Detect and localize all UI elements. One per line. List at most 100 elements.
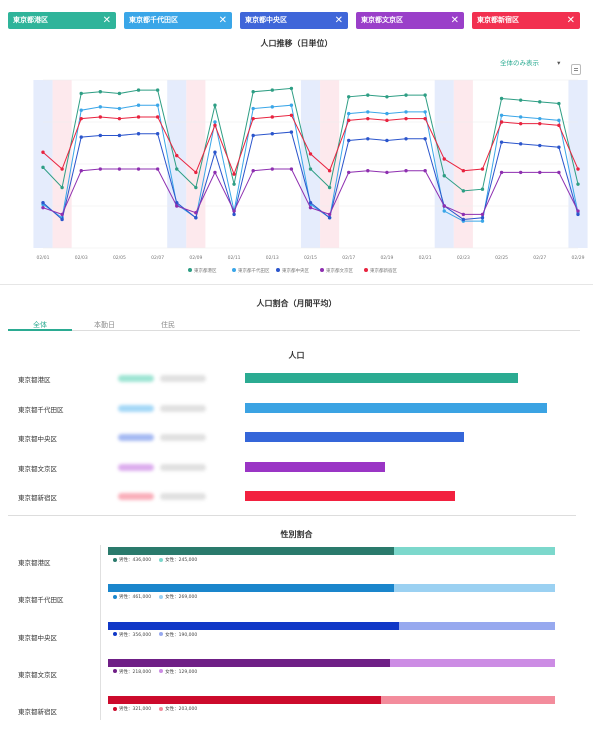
male-bar-segment: [108, 621, 399, 630]
blurred-value: [160, 434, 206, 441]
male-bar-segment: [108, 584, 395, 593]
close-icon[interactable]: ✕: [450, 15, 459, 26]
data-point: [538, 143, 542, 148]
close-icon[interactable]: ✕: [102, 15, 111, 26]
data-point: [155, 88, 160, 92]
data-point: [98, 105, 103, 109]
data-point: [576, 182, 580, 186]
data-point: [79, 116, 83, 121]
gender-row-label: 東京都新宿区: [18, 708, 57, 717]
data-point: [175, 204, 179, 208]
data-point: [194, 185, 198, 190]
data-point: [557, 170, 561, 175]
close-icon[interactable]: ✕: [566, 15, 575, 26]
trend-chart-title: 人口推移（日単位）: [260, 39, 333, 48]
clipboard-icon[interactable]: [571, 64, 581, 75]
data-point: [136, 88, 141, 92]
close-icon[interactable]: ✕: [334, 15, 343, 26]
population-bar: [245, 432, 465, 442]
divider: [8, 515, 576, 516]
tag-chip[interactable]: 東京都千代田区 ✕: [124, 12, 232, 29]
data-point: [557, 118, 561, 123]
data-point: [423, 169, 427, 173]
data-point: [117, 91, 122, 96]
blurred-value: [118, 463, 154, 471]
legend-marker: [320, 268, 324, 272]
data-point: [308, 205, 313, 210]
ratio-title: 人口割合（月間平均）: [256, 299, 337, 308]
blurred-value: [160, 493, 206, 500]
data-point: [461, 212, 466, 217]
female-count: 女性：129,000: [165, 669, 198, 675]
legend-marker: [364, 268, 368, 272]
data-point: [327, 169, 332, 173]
data-point: [213, 103, 217, 107]
tag-label: 東京都文京区: [361, 16, 403, 24]
legend-label: 東京都千代田区: [238, 267, 270, 274]
data-point: [385, 118, 389, 123]
data-point: [576, 167, 580, 171]
close-icon[interactable]: ✕: [218, 15, 227, 26]
data-point: [155, 103, 160, 107]
tag-chip[interactable]: 東京都文京区 ✕: [356, 12, 464, 29]
tab-all[interactable]: 全体: [33, 321, 47, 329]
data-point: [385, 95, 389, 99]
data-point: [60, 217, 64, 222]
data-point: [308, 167, 313, 171]
chevron-down-icon: ▾: [557, 59, 561, 67]
data-point: [136, 103, 141, 107]
data-point: [499, 96, 504, 101]
data-point: [194, 211, 198, 215]
tag-chip[interactable]: 東京都港区 ✕: [8, 12, 116, 29]
population-row-label: 東京都文京区: [18, 464, 57, 473]
data-point: [385, 138, 389, 143]
trend-line-chart: 02/01 02/03 02/05 02/07 02/09 02/11 02/13 02/15…: [33, 79, 588, 274]
data-point: [251, 169, 255, 173]
display-mode-dropdown[interactable]: 全体のみ表示 ▾: [500, 57, 560, 67]
data-point: [499, 120, 504, 124]
data-point: [347, 170, 351, 175]
data-point: [327, 212, 332, 217]
tag-chip[interactable]: 東京都新宿区 ✕: [472, 12, 580, 29]
legend-marker: [232, 268, 236, 272]
data-point: [518, 170, 523, 175]
population-row-label: 東京都中央区: [18, 435, 57, 443]
blurred-value: [118, 493, 154, 500]
tag-label: 東京都港区: [13, 16, 48, 24]
data-point: [251, 116, 255, 121]
male-bar-segment: [108, 547, 395, 555]
data-point: [499, 113, 504, 117]
data-point: [499, 170, 504, 175]
data-point: [442, 157, 446, 161]
data-point: [194, 216, 198, 220]
data-point: [557, 123, 561, 128]
data-point: [423, 137, 427, 141]
x-tick-label: 02/09: [189, 255, 202, 261]
data-point: [251, 106, 255, 111]
data-point: [538, 116, 542, 121]
tab-resident[interactable]: 住民: [161, 321, 175, 329]
data-point: [98, 167, 103, 171]
legend-label: 東京都中央区: [282, 267, 309, 274]
data-point: [98, 115, 103, 119]
data-point: [79, 108, 83, 112]
x-tick-label: 02/05: [113, 255, 126, 261]
legend-dot: [159, 669, 164, 674]
data-point: [385, 170, 389, 175]
tag-chip[interactable]: 東京都中央区 ✕: [240, 12, 348, 29]
data-point: [117, 167, 122, 171]
data-point: [366, 110, 370, 114]
gender-row-label: 東京都文京区: [18, 670, 57, 679]
data-point: [327, 216, 332, 220]
female-bar-segment: [380, 696, 555, 705]
population-row-label: 東京都新宿区: [18, 494, 57, 502]
gender-legend: 男性：461,000 女性：269,000: [113, 594, 197, 600]
divider: [0, 284, 593, 285]
x-tick-label: 02/19: [380, 255, 393, 261]
legend-label: 東京都新宿区: [370, 267, 397, 274]
male-count: 男性：461,000: [119, 595, 152, 601]
x-tick-label: 02/03: [75, 255, 88, 261]
data-point: [480, 167, 485, 171]
tab-workday[interactable]: 本勤日: [94, 321, 115, 329]
x-tick-label: 02/21: [419, 255, 432, 261]
